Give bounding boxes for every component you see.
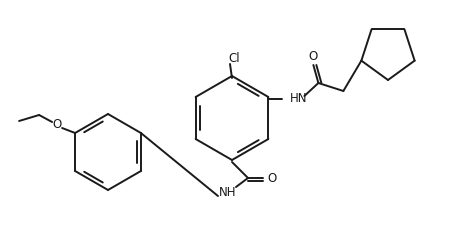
Text: O: O [309,51,318,64]
Text: NH: NH [219,185,237,198]
Text: HN: HN [291,92,308,106]
Text: O: O [267,171,277,185]
Text: Cl: Cl [228,52,240,64]
Text: O: O [53,119,62,131]
